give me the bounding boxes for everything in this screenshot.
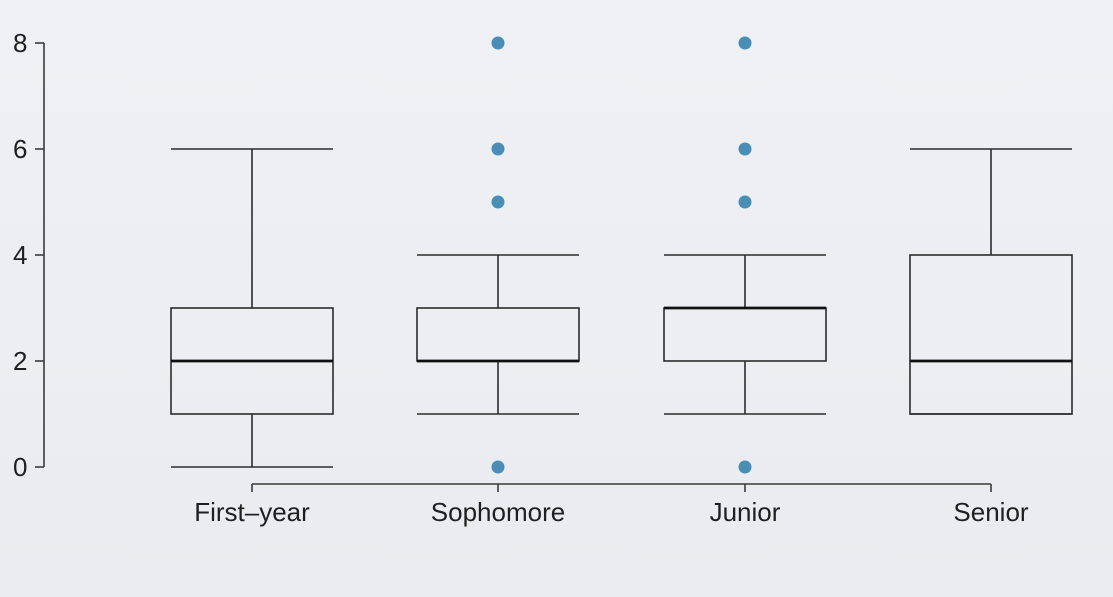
y-tick-label: 0 [13, 452, 27, 482]
box-junior [663, 36, 827, 474]
y-tick-label: 2 [13, 346, 27, 376]
iqr-box [416, 307, 580, 362]
y-tick-label: 6 [13, 134, 27, 164]
y-tick-label: 4 [13, 240, 27, 270]
box-sophomore [416, 36, 580, 474]
x-axis: First–year Sophomore Junior Senior [194, 483, 1029, 527]
y-axis: 0 2 4 6 8 [13, 28, 45, 482]
x-tick-label: Junior [710, 497, 781, 527]
box-first-year [170, 148, 334, 468]
x-tick-label: Sophomore [431, 497, 565, 527]
x-tick-label: Senior [953, 497, 1028, 527]
outlier-point [738, 460, 752, 474]
outlier-point [738, 36, 752, 50]
box-series [170, 36, 1073, 474]
iqr-box [663, 307, 827, 362]
iqr-box [909, 254, 1073, 415]
outlier-point [491, 460, 505, 474]
y-tick-label: 8 [13, 28, 27, 58]
outlier-point [491, 36, 505, 50]
box-senior [909, 148, 1073, 415]
outlier-point [491, 195, 505, 209]
x-tick-label: First–year [194, 497, 310, 527]
outlier-point [491, 142, 505, 156]
outlier-point [738, 195, 752, 209]
outlier-point [738, 142, 752, 156]
